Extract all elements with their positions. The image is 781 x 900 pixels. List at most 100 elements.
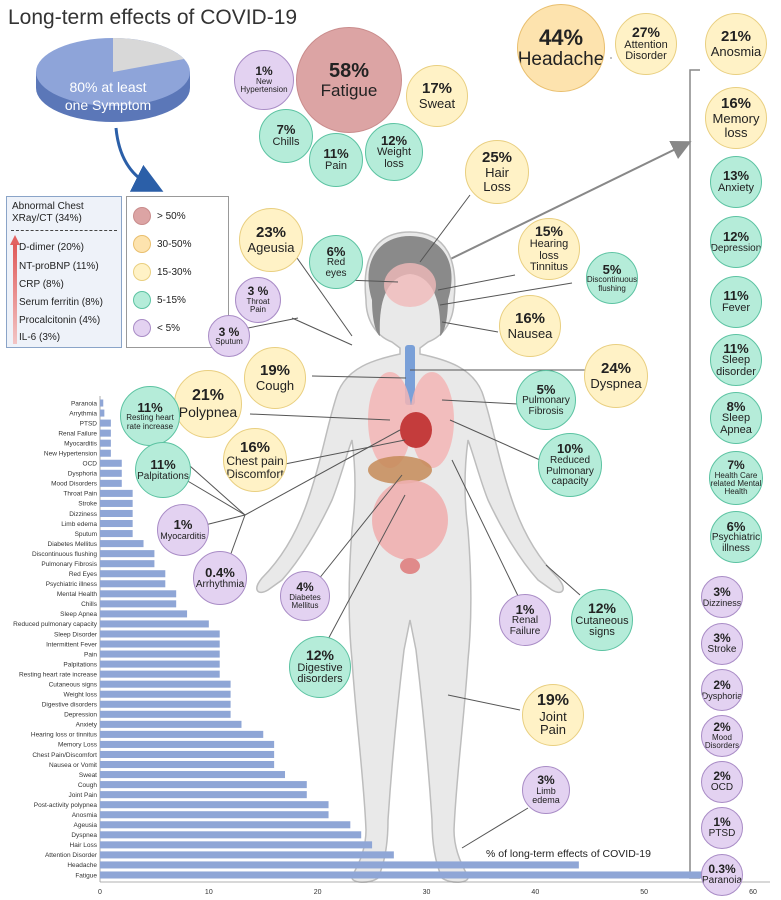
category-label: OCD: [83, 461, 98, 468]
symptom-percent: 25%: [481, 149, 513, 167]
symptom-bubble: 21% Polypnea: [174, 370, 242, 438]
symptom-percent: 23%: [255, 224, 287, 242]
symptom-bubble: 19% Joint Pain: [522, 684, 584, 746]
bar: [100, 690, 231, 698]
symptom-label: Memory: [712, 111, 760, 127]
bar: [100, 399, 104, 407]
legend-label: 30-50%: [157, 238, 192, 250]
category-label: Palpitations: [63, 661, 97, 668]
bar: [100, 550, 155, 558]
lab-arrow: [10, 235, 20, 344]
symptom-bubble: 19% Cough: [244, 347, 306, 409]
symptom-label: Cough: [255, 378, 295, 394]
category-label: Digestive disorders: [42, 702, 98, 709]
lab-title-line2: XRay/CT (34%): [12, 213, 82, 224]
category-label: Dyspnea: [71, 832, 97, 839]
legend-label: < 5%: [157, 322, 181, 334]
category-label: Paranoia: [71, 400, 97, 407]
symptom-label: Sleep: [721, 412, 751, 425]
legend-swatch: [133, 291, 151, 309]
symptom-percent: 19%: [259, 362, 291, 380]
symptom-label: Health Care: [714, 470, 758, 480]
page-title: Long-term effects of COVID-19: [8, 6, 298, 29]
bar: [100, 610, 188, 618]
x-tick-label: 20: [314, 889, 322, 896]
symptom-label: Nausea: [507, 326, 553, 342]
category-label: Hair Loss: [70, 842, 98, 849]
lab-item: D-dimer (20%): [19, 242, 85, 253]
category-label: Chest Pain/Discomfort: [32, 752, 97, 759]
symptom-percent: 17%: [421, 80, 453, 98]
category-label: Cutaneous signs: [49, 681, 98, 688]
symptom-percent: 11%: [723, 288, 749, 304]
symptom-percent: 6%: [726, 518, 746, 534]
lab-item: NT-proBNP (11%): [19, 261, 99, 272]
symptom-label: Reduced: [549, 455, 591, 467]
bar: [100, 449, 111, 457]
symptom-bubble: 1% New Hypertension: [234, 50, 294, 110]
symptom-bubble: 58% Fatigue: [296, 27, 402, 133]
symptom-bubble: 24% Dyspnea: [584, 344, 648, 408]
symptom-percent: 16%: [239, 438, 271, 456]
bar: [100, 771, 286, 779]
symptom-bubble: 12% Depression: [710, 216, 762, 268]
symptom-label: Headache: [517, 48, 605, 70]
symptom-bubble: 3 % Sputum: [208, 315, 250, 357]
symptom-label-line: illness: [722, 542, 750, 554]
category-label: Sleep Disorder: [54, 631, 98, 638]
symptom-percent: 0.4%: [205, 564, 235, 580]
symptom-label: Fever: [721, 302, 751, 315]
symptom-bubble: 8% Sleep Apnea: [710, 392, 762, 444]
neuro-bracket: [689, 69, 700, 879]
symptom-bubble: 15% Hearing loss Tinnitus: [518, 218, 580, 280]
symptom-bubble: 5% Pulmonary Fibrosis: [516, 370, 576, 430]
x-tick-label: 0: [98, 889, 102, 896]
lab-divider: [11, 230, 117, 231]
symptom-label: Anxiety: [717, 182, 755, 195]
symptom-label: Polypnea: [178, 404, 238, 421]
symptom-bubble: 13% Anxiety: [710, 156, 762, 208]
connector-lines: [171, 194, 586, 849]
lab-findings-box: Abnormal Chest XRay/CT (34%) D-dimer (20…: [6, 196, 122, 348]
bar: [100, 600, 177, 608]
human-body: [256, 231, 564, 883]
symptom-bubble: 11% Resting heart rate increase: [120, 386, 180, 446]
symptom-percent: 5%: [602, 261, 622, 277]
x-tick-label: 40: [531, 889, 539, 896]
symptom-label: Dysphoria: [701, 690, 743, 701]
category-label: Sputum: [75, 531, 97, 538]
symptom-percent: 1%: [713, 815, 731, 830]
symptom-percent: 16%: [720, 95, 752, 113]
symptom-bubble: 1% Myocarditis: [157, 504, 209, 556]
symptom-label: Chest pain: [226, 454, 284, 469]
symptom-bubble: 2% Mood Disorders: [701, 715, 743, 757]
symptom-label-line: Mellitus: [291, 601, 319, 611]
symptom-label: Hair: [485, 165, 509, 181]
bar-chart: Paranoia Arrythmia PTSD Renal Failure Myocar…: [13, 396, 770, 896]
symptom-label-line: disorders: [297, 673, 343, 686]
bar: [100, 720, 242, 728]
symptom-percent: 4%: [296, 580, 314, 595]
bar: [100, 499, 133, 507]
category-label: Ageusia: [74, 822, 98, 829]
symptom-bubble: 11% Palpitations: [135, 442, 191, 498]
symptom-label: Joint: [539, 708, 567, 724]
bar: [100, 670, 220, 678]
symptom-label: Hearing loss: [529, 238, 569, 262]
symptom-label-line: Pain: [539, 722, 567, 738]
symptom-percent: 19%: [536, 691, 570, 709]
head-arrow: [431, 141, 692, 269]
category-label: Dizziness: [69, 511, 98, 518]
category-label: Weight loss: [64, 692, 98, 699]
symptom-percent: 0.3%: [708, 862, 736, 877]
category-label: New Hypertension: [44, 451, 97, 458]
symptom-percent: 15%: [534, 223, 564, 240]
bar: [100, 680, 231, 688]
symptom-label: Chills: [272, 136, 300, 149]
category-label: Limb edema: [61, 521, 97, 528]
symptom-bubble: 17% Sweat: [406, 65, 468, 127]
symptom-bubble: 11% Pain: [309, 133, 363, 187]
category-label: Resting heart rate increase: [19, 671, 97, 678]
bar: [100, 520, 133, 528]
